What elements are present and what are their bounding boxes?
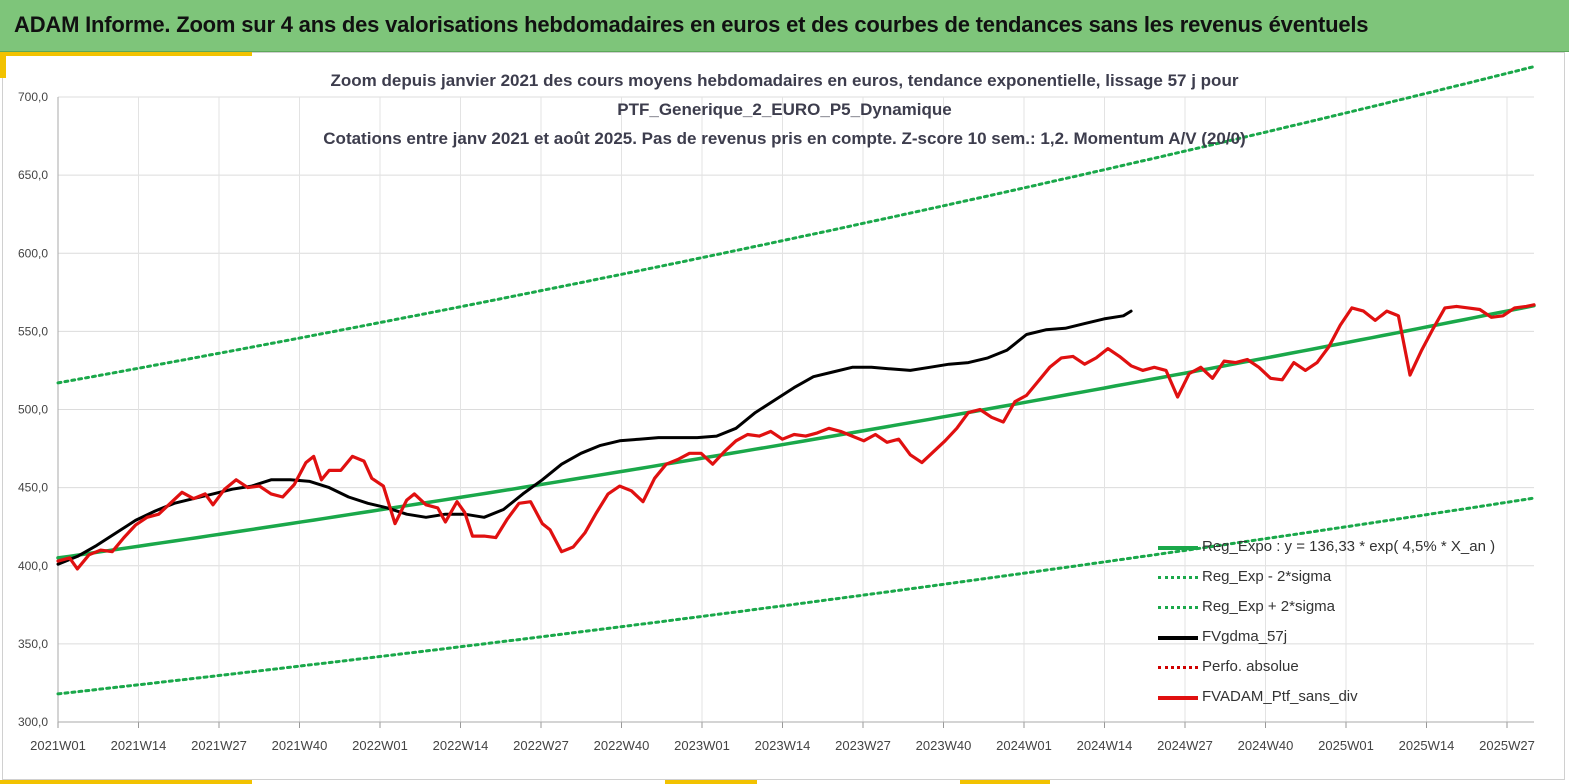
legend-swatch xyxy=(1158,636,1198,640)
chart-frame xyxy=(2,52,1565,780)
series-line-1 xyxy=(56,496,1536,696)
accent-bar-bottom xyxy=(665,780,757,784)
x-tick-label: 2021W01 xyxy=(30,738,86,753)
accent-bar-bottom xyxy=(0,780,252,784)
legend-label: FVgdma_57j xyxy=(1202,628,1288,645)
series-line-3 xyxy=(56,309,1133,566)
y-tick-label: 300,0 xyxy=(18,715,48,729)
chart-title-line-3: Cotations entre janv 2021 et août 2025. … xyxy=(323,129,1246,148)
legend-item: FVADAM_Ptf_sans_div xyxy=(1158,686,1558,716)
series-line-2 xyxy=(56,65,1536,385)
y-tick-label: 550,0 xyxy=(18,324,48,338)
legend-swatch xyxy=(1158,696,1198,700)
x-tick-label: 2024W01 xyxy=(996,738,1052,753)
x-tick-label: 2024W27 xyxy=(1157,738,1213,753)
banner-title: ADAM Informe. Zoom sur 4 ans des valoris… xyxy=(14,12,1369,37)
x-tick-label: 2021W40 xyxy=(272,738,328,753)
y-tick-label: 600,0 xyxy=(18,246,48,260)
chart-title-line-2: PTF_Generique_2_EURO_P5_Dynamique xyxy=(617,100,952,119)
y-tick-label: 650,0 xyxy=(18,168,48,182)
chart-title-line-1: Zoom depuis janvier 2021 des cours moyen… xyxy=(330,71,1239,90)
legend-item: Reg_Expo : y = 136,33 * exp( 4,5% * X_an… xyxy=(1158,536,1558,566)
legend-item: Perfo. absolue xyxy=(1158,656,1558,686)
legend-swatch xyxy=(1158,666,1198,669)
x-tick-label: 2022W27 xyxy=(513,738,569,753)
accent-bar-top xyxy=(0,52,252,56)
x-tick-label: 2025W14 xyxy=(1399,738,1455,753)
series-line-5 xyxy=(56,303,1536,571)
y-tick-label: 700,0 xyxy=(18,90,48,104)
legend-label: Reg_Exp + 2*sigma xyxy=(1202,598,1335,615)
x-tick-label: 2023W01 xyxy=(674,738,730,753)
y-tick-label: 400,0 xyxy=(18,559,48,573)
y-tick-label: 500,0 xyxy=(18,403,48,417)
x-tick-label: 2025W27 xyxy=(1479,738,1535,753)
legend-item: FVgdma_57j xyxy=(1158,626,1558,656)
x-tick-label: 2021W27 xyxy=(191,738,247,753)
x-tick-label: 2022W40 xyxy=(594,738,650,753)
legend-swatch xyxy=(1158,576,1198,579)
legend-label: Reg_Exp - 2*sigma xyxy=(1202,568,1332,585)
y-tick-label: 450,0 xyxy=(18,481,48,495)
accent-bar-left xyxy=(0,52,6,78)
x-tick-label: 2023W40 xyxy=(916,738,972,753)
x-tick-label: 2021W14 xyxy=(111,738,167,753)
legend-label: FVADAM_Ptf_sans_div xyxy=(1202,688,1358,705)
x-tick-label: 2023W14 xyxy=(755,738,811,753)
legend-item: Reg_Exp + 2*sigma xyxy=(1158,596,1558,626)
legend-label: Reg_Expo : y = 136,33 * exp( 4,5% * X_an… xyxy=(1202,538,1496,555)
legend-swatch xyxy=(1158,546,1198,550)
x-tick-label: 2022W01 xyxy=(352,738,408,753)
legend-swatch xyxy=(1158,606,1198,609)
y-tick-label: 350,0 xyxy=(18,637,48,651)
x-tick-label: 2025W01 xyxy=(1318,738,1374,753)
x-tick-label: 2023W27 xyxy=(835,738,891,753)
series-line-0 xyxy=(56,303,1536,560)
accent-bar-bottom xyxy=(960,780,1050,784)
x-tick-label: 2024W40 xyxy=(1238,738,1294,753)
x-tick-label: 2022W14 xyxy=(433,738,489,753)
header-banner: ADAM Informe. Zoom sur 4 ans des valoris… xyxy=(0,0,1569,52)
legend-item: Reg_Exp - 2*sigma xyxy=(1158,566,1558,596)
x-tick-label: 2024W14 xyxy=(1077,738,1133,753)
chart-legend: Reg_Expo : y = 136,33 * exp( 4,5% * X_an… xyxy=(1158,536,1558,716)
legend-label: Perfo. absolue xyxy=(1202,658,1299,675)
